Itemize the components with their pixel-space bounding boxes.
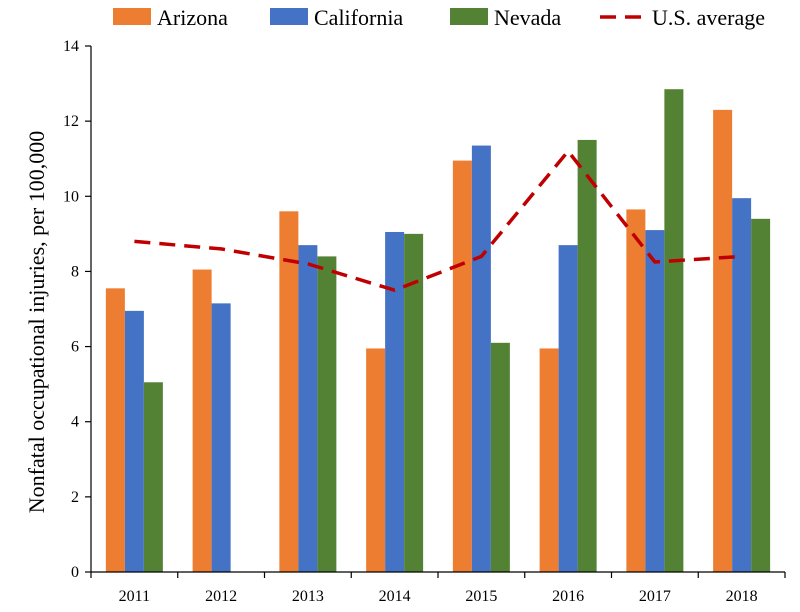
- bar-arizona-2017: [626, 209, 646, 572]
- bar-california-2014: [385, 231, 405, 572]
- legend-item-u-s-average: U.S. average: [600, 5, 765, 30]
- bar-california-2011: [124, 310, 144, 572]
- bar-california-2018: [732, 198, 752, 572]
- bar-nevada-2014: [404, 233, 424, 572]
- x-tick-label: 2015: [465, 588, 497, 605]
- x-tick-label: 2012: [205, 588, 237, 605]
- bar-california-2017: [645, 230, 665, 572]
- axes: 0 2 4 6 8 10 12 14 2011 2012 2013 2014 2015 2016 2017 2…: [63, 38, 786, 605]
- legend-label: California: [314, 5, 403, 30]
- x-tick-label: 2013: [292, 588, 324, 605]
- bar-nevada-2016: [577, 139, 597, 572]
- y-tick-label: 8: [71, 263, 79, 280]
- x-tick-label: 2014: [379, 588, 411, 605]
- bar-arizona-2014: [366, 348, 386, 572]
- legend: Arizona California Nevada U.S. average: [113, 5, 765, 30]
- legend-label: Arizona: [157, 5, 228, 30]
- legend-swatch: [270, 8, 308, 25]
- x-tick-label: 2017: [639, 588, 671, 605]
- bar-nevada-2018: [751, 218, 771, 573]
- y-tick-label: 0: [71, 564, 79, 581]
- bar-california-2016: [558, 245, 578, 572]
- y-tick-label: 12: [63, 113, 79, 130]
- bars-layer: [105, 89, 771, 573]
- us-average-line-layer: [134, 149, 742, 292]
- legend-swatch: [450, 8, 488, 25]
- x-tick-label: 2011: [119, 588, 150, 605]
- bar-nevada-2011: [143, 382, 163, 572]
- bar-arizona-2018: [713, 109, 733, 572]
- y-tick-label: 10: [63, 188, 79, 205]
- legend-label: Nevada: [494, 5, 561, 30]
- bar-nevada-2017: [664, 89, 684, 572]
- us-average-line: [134, 149, 742, 292]
- legend-swatch: [113, 8, 151, 25]
- bar-arizona-2016: [539, 348, 559, 572]
- legend-item-arizona: Arizona: [113, 5, 228, 30]
- y-tick-label: 6: [71, 339, 79, 356]
- bar-arizona-2011: [105, 288, 125, 572]
- legend-item-nevada: Nevada: [450, 5, 561, 30]
- x-tick-label: 2016: [552, 588, 584, 605]
- y-tick-label: 2: [71, 489, 79, 506]
- legend-item-california: California: [270, 5, 403, 30]
- y-axis-label: Nonfatal occupational injuries, per 100,…: [24, 131, 49, 513]
- x-tick-label: 2018: [726, 588, 758, 605]
- bar-california-2012: [211, 303, 231, 572]
- bar-arizona-2012: [192, 269, 212, 572]
- bar-arizona-2015: [452, 160, 472, 573]
- y-tick-label: 4: [71, 414, 79, 431]
- bar-california-2013: [298, 245, 318, 572]
- legend-label: U.S. average: [652, 5, 765, 30]
- bar-arizona-2013: [279, 211, 299, 573]
- bar-nevada-2015: [490, 342, 510, 572]
- bar-california-2015: [471, 145, 491, 573]
- y-tick-label: 14: [63, 38, 79, 55]
- bar-nevada-2013: [317, 256, 337, 572]
